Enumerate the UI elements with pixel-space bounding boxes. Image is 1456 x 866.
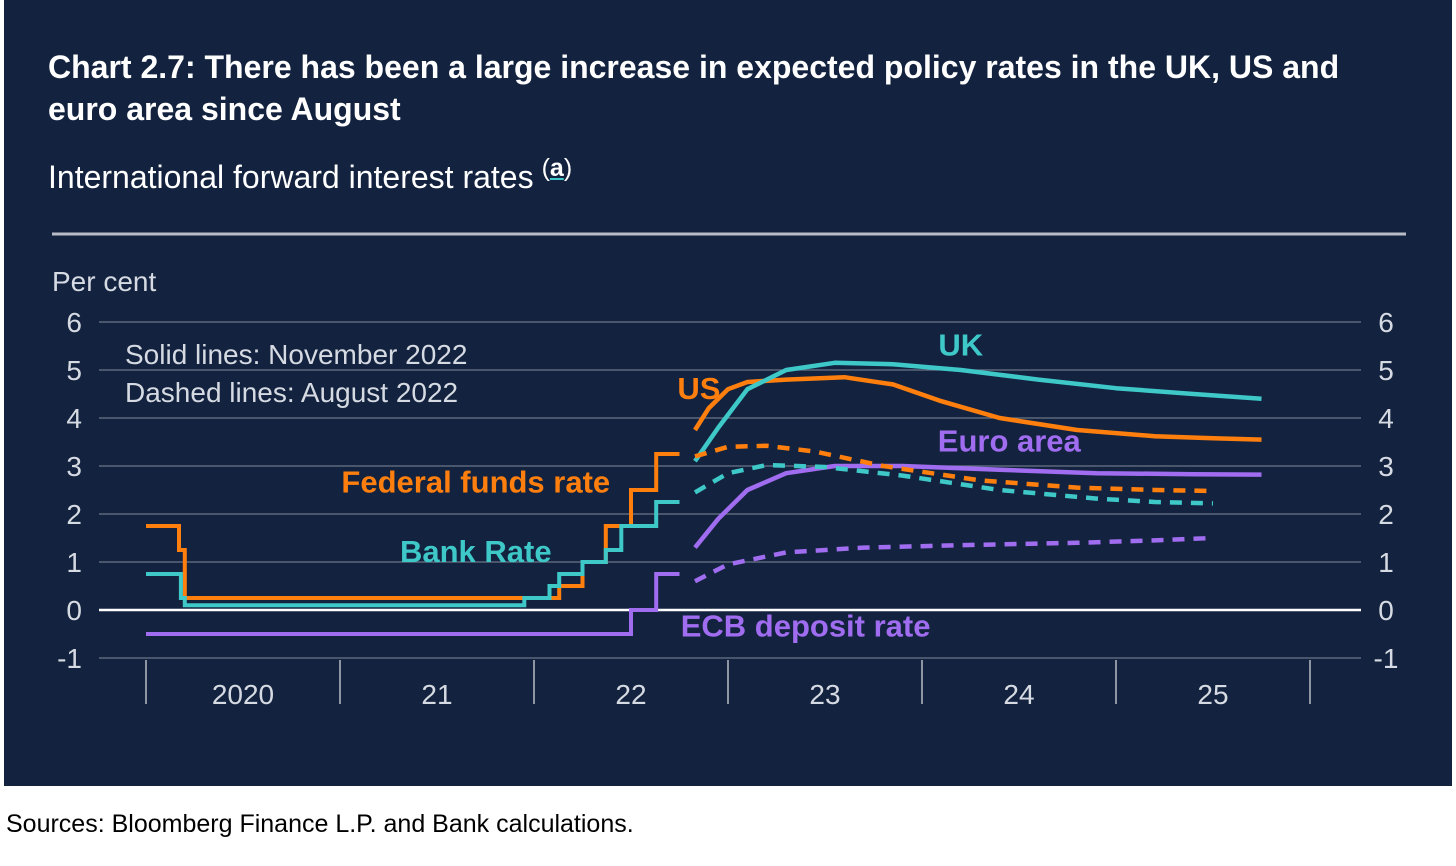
x-tick-label: 25	[1197, 679, 1228, 710]
gridlines	[99, 321, 1361, 659]
series-line-euro_aug	[693, 535, 1214, 584]
y-tick-label: 0	[66, 595, 82, 626]
y-axis-label: Per cent	[52, 266, 156, 297]
legend-note-line: Solid lines: November 2022	[125, 339, 467, 370]
y-tick-label: 1	[1378, 547, 1394, 578]
y-tick-label: 1	[66, 547, 82, 578]
footnote-letter: a	[549, 154, 564, 182]
y-tick-label: 3	[66, 451, 82, 482]
y-tick-label: -1	[1374, 643, 1399, 674]
sources-note: Sources: Bloomberg Finance L.P. and Bank…	[6, 810, 634, 838]
y-tick-label: 5	[66, 355, 82, 386]
series-label-uk_nov: UK	[938, 328, 983, 363]
series-line-us_nov	[693, 374, 1262, 442]
subtitle-text: International forward interest rates	[48, 159, 534, 195]
y-tick-label: 2	[1378, 499, 1394, 530]
series-label-euro_nov: Euro area	[938, 424, 1082, 459]
y-tick-label: 4	[66, 403, 82, 434]
y-tick-label: 0	[1378, 595, 1394, 626]
series-line-uk_aug	[693, 462, 1214, 506]
series-line-euro_nov	[693, 463, 1262, 550]
series-line-bank	[146, 500, 680, 608]
series-label-bank: Bank Rate	[400, 534, 552, 569]
y-ticks-right: -1 0 1 2 3 4 5 6	[1374, 307, 1399, 674]
y-tick-label: 5	[1378, 355, 1394, 386]
x-tick-label: 21	[421, 679, 452, 710]
chart-subtitle: International forward interest rates (a)	[48, 148, 572, 197]
legend-note: Solid lines: November 2022 Dashed lines: …	[125, 339, 467, 408]
y-tick-label: 6	[1378, 307, 1394, 338]
x-tick-label: 22	[615, 679, 646, 710]
x-ticks: 2020 21 22 23 24 25	[145, 660, 1311, 710]
chart-title: Chart 2.7: There has been a large increa…	[48, 49, 1340, 127]
series-line-us_aug	[694, 443, 1214, 494]
x-tick-label: 2020	[212, 679, 274, 710]
y-tick-label: 3	[1378, 451, 1394, 482]
x-tick-label: 23	[809, 679, 840, 710]
series-lines	[146, 360, 1262, 636]
legend-note-line: Dashed lines: August 2022	[125, 377, 458, 408]
x-tick-label: 24	[1003, 679, 1034, 710]
y-tick-label: 2	[66, 499, 82, 530]
series-label-fed: Federal funds rate	[341, 464, 610, 499]
y-tick-label: 4	[1378, 403, 1394, 434]
series-label-ecb: ECB deposit rate	[681, 608, 931, 643]
series-label-us_nov: US	[677, 371, 720, 406]
series-labels: UK US Euro area Federal funds rate Bank Rate…	[341, 328, 1081, 644]
y-ticks-left: -1 0 1 2 3 4 5 6	[57, 307, 82, 674]
series-line-uk_nov	[693, 360, 1262, 463]
y-tick-label: -1	[57, 643, 82, 674]
footnote-marker[interactable]: (a)	[541, 154, 573, 182]
y-tick-label: 6	[66, 307, 82, 338]
series-line-ecb	[146, 572, 680, 636]
